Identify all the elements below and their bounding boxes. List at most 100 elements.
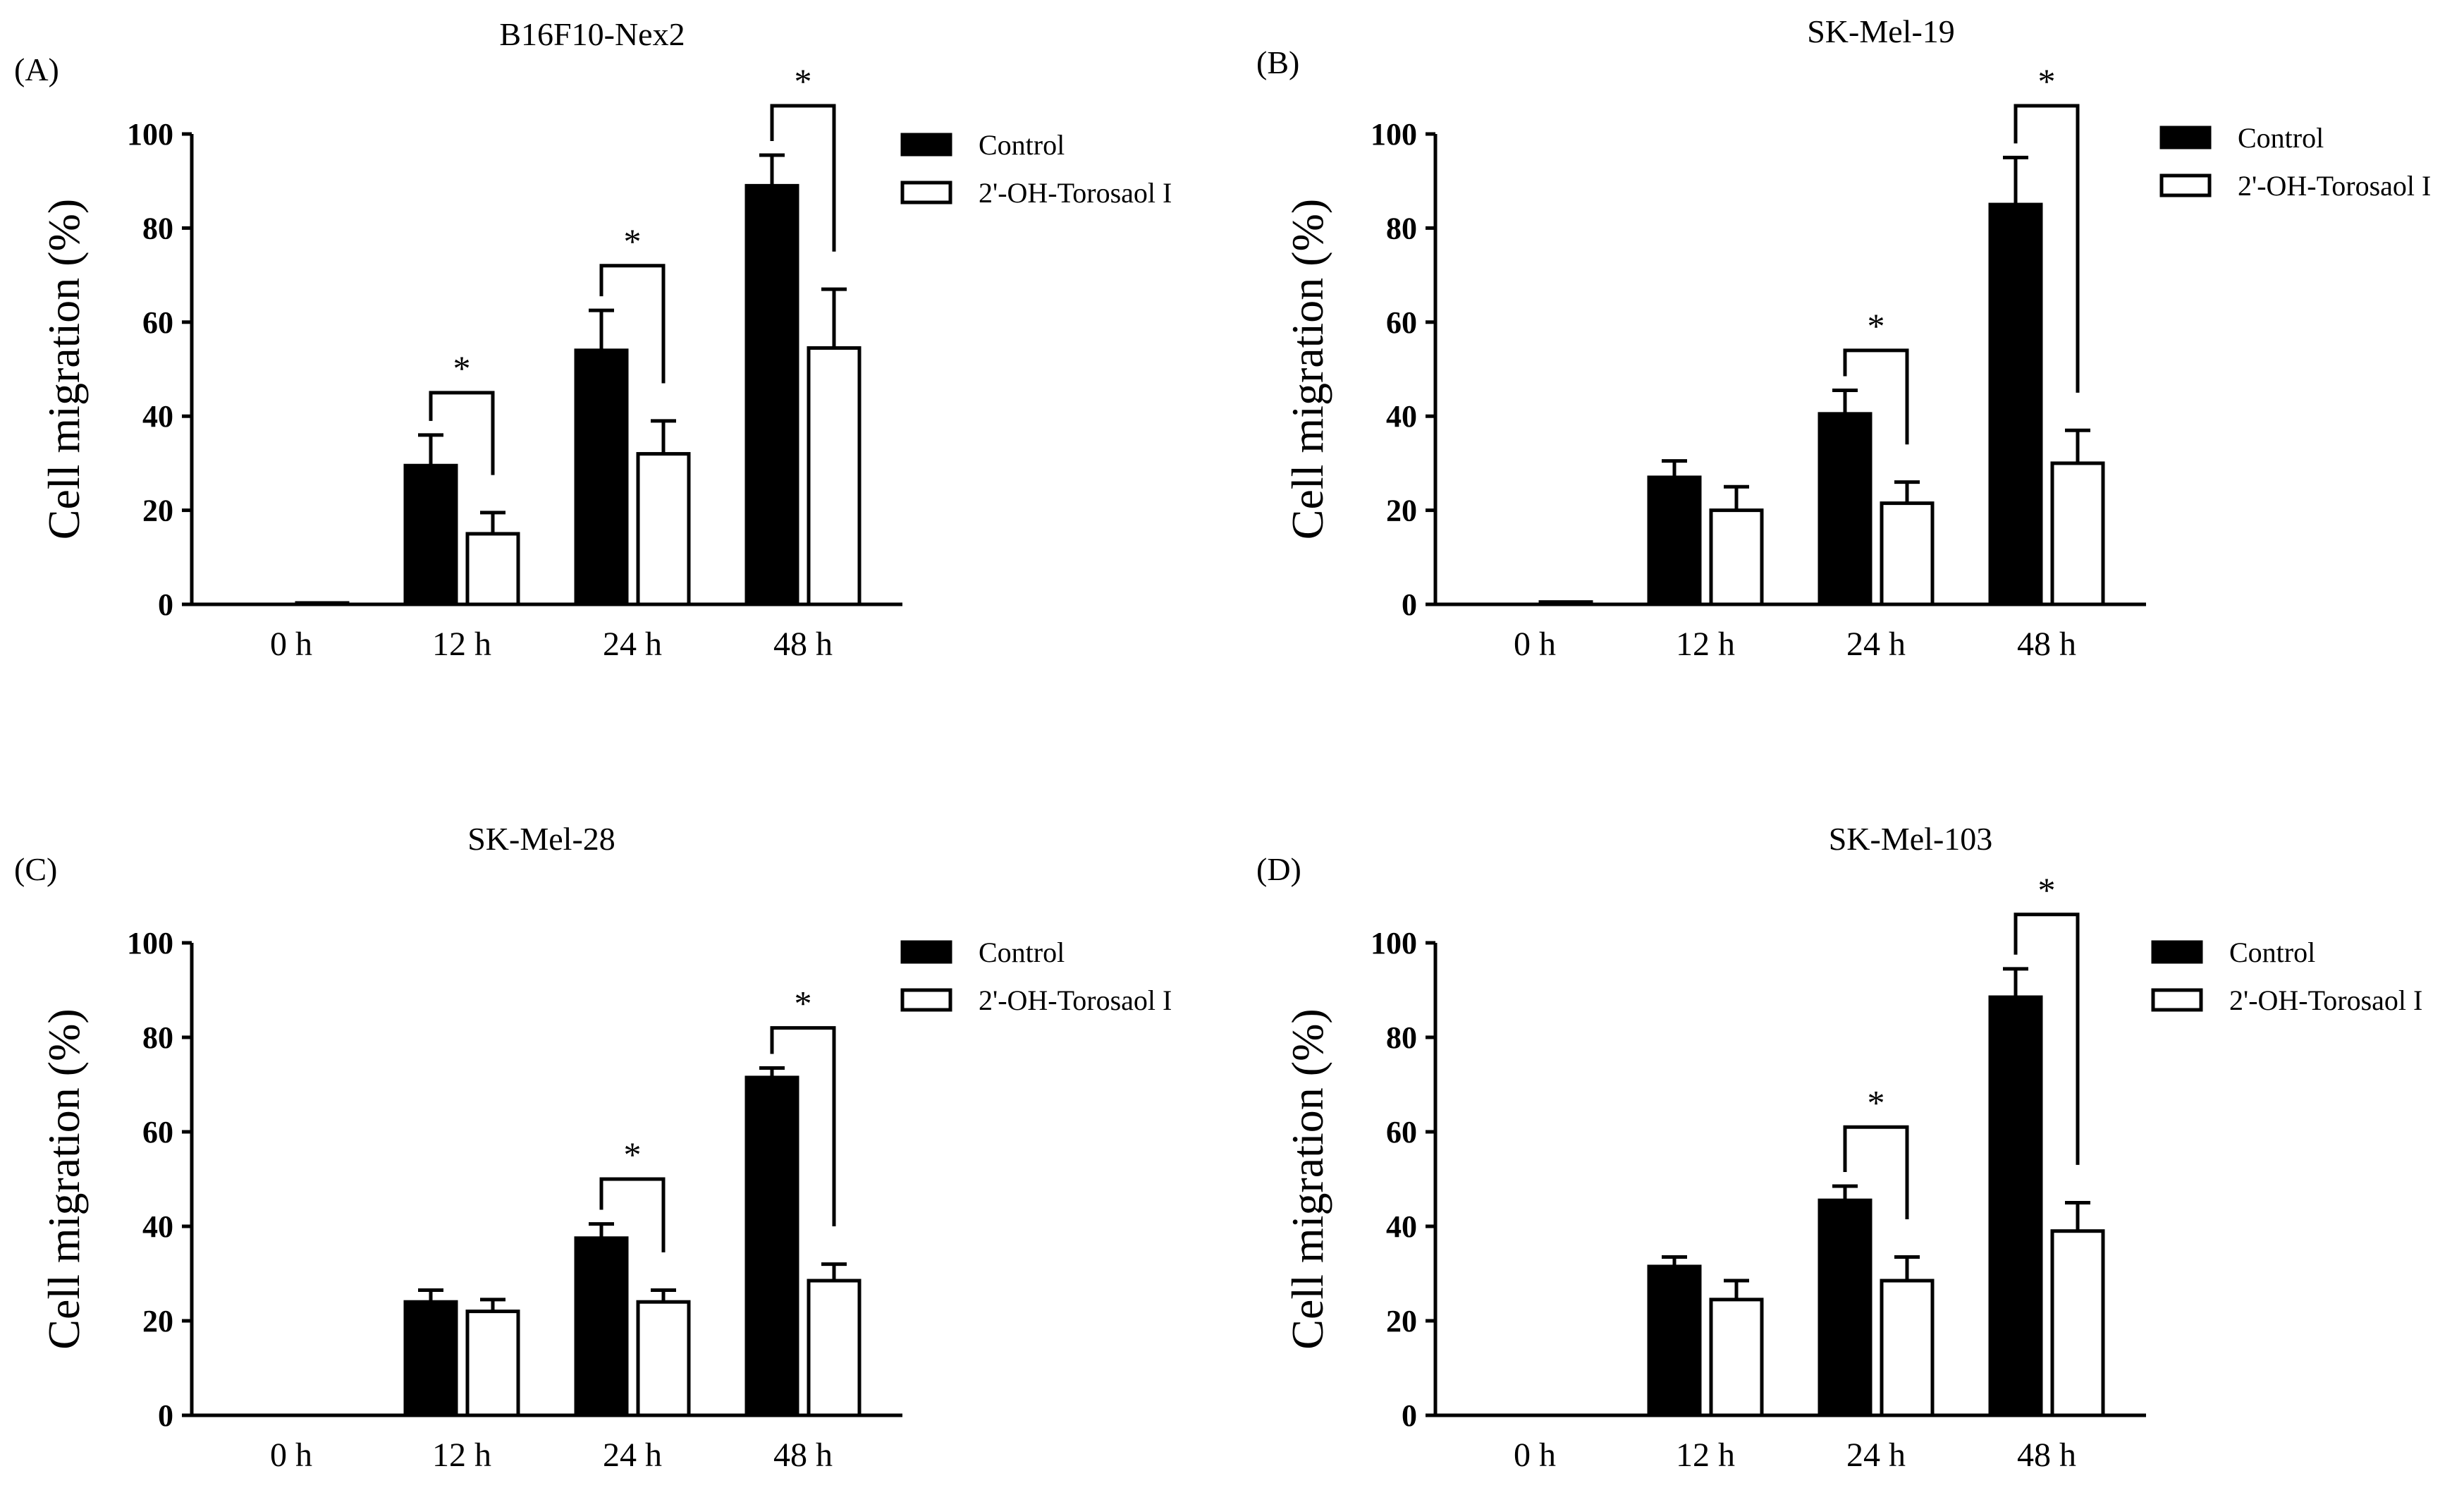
panel-d-letter: (D): [1256, 851, 1301, 887]
panel-b-x-tick-label: 0 h: [1514, 626, 1556, 663]
panel-a-x-tick-label: 48 h: [773, 626, 833, 663]
panel-c-bar-treatment-3: [807, 1279, 862, 1417]
panel-c-y-tick-label: 40: [142, 1209, 173, 1244]
panel-b-x-tick-label: 24 h: [1846, 626, 1906, 663]
panel-b-significance-star: *: [1868, 306, 1885, 346]
panel-c-y-tick-label: 60: [142, 1115, 173, 1149]
panel-c-bar-control-3: [744, 1075, 799, 1417]
panel-c-bar-control-1: [403, 1300, 458, 1417]
panel-b-y-tick-label: 0: [1402, 587, 1417, 622]
panel-a-y-tick-label: 60: [142, 305, 173, 340]
panel-a-x-tick-label: 0 h: [270, 626, 312, 663]
panel-d-legend-label: Control: [2229, 936, 2315, 968]
panel-d-y-axis-label: Cell migration (%): [1282, 1008, 1332, 1349]
panel-c-legend-swatch-control: [900, 940, 952, 964]
panel-b-bar-control-3: [1988, 202, 2043, 606]
panel-d-y-tick-label: 100: [1371, 926, 1417, 960]
panel-b-title: SK-Mel-19: [1807, 13, 1955, 49]
panel-c-title: SK-Mel-28: [467, 821, 615, 857]
panel-c-x-tick-label: 0 h: [270, 1436, 312, 1474]
panel-b-legend-label: Control: [2238, 122, 2324, 154]
panel-d-bar-treatment-3: [2050, 1229, 2105, 1417]
panel-a-legend-label: 2'-OH-Torosaol I: [979, 177, 1172, 209]
panel-b-legend-swatch-control: [2159, 126, 2212, 150]
panel-b-x-tick-label: 48 h: [2017, 626, 2076, 663]
panel-b-bar-treatment-2: [1880, 501, 1935, 606]
panel-c-significance-bracket: [770, 1026, 836, 1226]
panel-d-bar-control-3: [1988, 995, 2043, 1417]
panel-b-legend-swatch-treatment: [2159, 173, 2212, 197]
panel-a-bar-control-2: [574, 348, 629, 606]
panel-d-x-tick-label: 24 h: [1846, 1436, 1906, 1474]
panel-b-significance-bracket: [1843, 348, 1909, 445]
panel-b-significance-bracket: [2014, 104, 2080, 393]
panel-d-y-tick-label: 80: [1386, 1020, 1417, 1055]
panel-c-legend-label: 2'-OH-Torosaol I: [979, 984, 1172, 1016]
panel-c-y-tick-label: 100: [127, 926, 173, 960]
panel-a-y-tick-label: 40: [142, 399, 173, 434]
panel-a-significance-bracket: [770, 104, 836, 252]
panel-b-y-tick-label: 80: [1386, 211, 1417, 245]
panel-d-bar-control-2: [1818, 1198, 1872, 1417]
panel-b-y-tick-label: 100: [1371, 117, 1417, 152]
panel-b-x-tick-label: 12 h: [1676, 626, 1735, 663]
panel-b-y-tick-label: 40: [1386, 399, 1417, 434]
panel-a-significance-star: *: [453, 348, 471, 388]
panel-a-bar-treatment-1: [465, 532, 520, 606]
panel-d-legend-swatch-control: [2151, 940, 2203, 964]
panel-c-y-axis-label: Cell migration (%): [39, 1008, 89, 1349]
panel-c-x-tick-label: 24 h: [603, 1436, 662, 1474]
panel-b-bar-treatment-3: [2050, 461, 2105, 606]
panel-d-legend-label: 2'-OH-Torosaol I: [2229, 984, 2422, 1016]
panel-a-significance-star: *: [795, 61, 812, 101]
panel-b-y-axis-label: Cell migration (%): [1282, 199, 1332, 539]
panel-b-y-tick-label: 60: [1386, 305, 1417, 340]
panel-c-y-tick-label: 20: [142, 1304, 173, 1338]
panel-a-bar-control-3: [744, 183, 799, 606]
panel-a-bar-treatment-2: [636, 452, 691, 606]
panel-a-legend-swatch-control: [900, 133, 952, 157]
panel-b-letter: (B): [1256, 44, 1299, 80]
panel-a-legend-label: Control: [979, 129, 1065, 161]
panel-b-significance-star: *: [2038, 61, 2056, 101]
panel-b-bar-control-2: [1818, 412, 1872, 606]
panel-c-bar-treatment-2: [636, 1300, 691, 1417]
panel-a-bar-treatment-0: [295, 601, 350, 606]
panel-a-x-tick-label: 24 h: [603, 626, 662, 663]
panel-a-y-tick-label: 100: [127, 117, 173, 152]
panel-c-bar-treatment-1: [465, 1310, 520, 1417]
panel-d-y-tick-label: 20: [1386, 1304, 1417, 1338]
panel-d-x-tick-label: 12 h: [1676, 1436, 1735, 1474]
panel-d-significance-star: *: [2038, 870, 2056, 910]
panel-d-legend-swatch-treatment: [2151, 988, 2203, 1012]
panel-d-significance-bracket: [1843, 1125, 1909, 1219]
panel-c-x-tick-label: 48 h: [773, 1436, 833, 1474]
panel-a-y-tick-label: 20: [142, 494, 173, 528]
panel-c-y-tick-label: 80: [142, 1020, 173, 1055]
panel-c-x-tick-label: 12 h: [432, 1436, 491, 1474]
panel-a-x-tick-label: 12 h: [432, 626, 491, 663]
panel-a-letter: (A): [14, 51, 59, 87]
panel-d-bar-treatment-1: [1709, 1298, 1764, 1417]
panel-d-bar-control-1: [1647, 1264, 1702, 1417]
panel-d-bar-treatment-2: [1880, 1279, 1935, 1417]
panel-b-bar-control-1: [1647, 475, 1702, 606]
panel-d-y-tick-label: 60: [1386, 1115, 1417, 1149]
panel-d-significance-bracket: [2014, 913, 2080, 1165]
panel-d-x-tick-label: 0 h: [1514, 1436, 1556, 1474]
panel-d-significance-star: *: [1868, 1082, 1885, 1122]
panel-c-significance-star: *: [795, 984, 812, 1023]
panel-c-legend-label: Control: [979, 936, 1065, 968]
panel-a-significance-star: *: [624, 221, 642, 261]
panel-d-title: SK-Mel-103: [1829, 821, 1993, 857]
panel-b-y-tick-label: 20: [1386, 494, 1417, 528]
panel-c-bar-control-2: [574, 1236, 629, 1417]
panel-d-y-tick-label: 0: [1402, 1398, 1417, 1433]
panel-a-y-tick-label: 0: [158, 587, 173, 622]
panel-a-y-tick-label: 80: [142, 211, 173, 245]
panel-a-significance-bracket: [429, 391, 495, 475]
panel-a-y-axis-label: Cell migration (%): [39, 199, 89, 539]
panel-a-bar-treatment-3: [807, 346, 862, 606]
panel-b-bar-treatment-0: [1538, 600, 1593, 606]
